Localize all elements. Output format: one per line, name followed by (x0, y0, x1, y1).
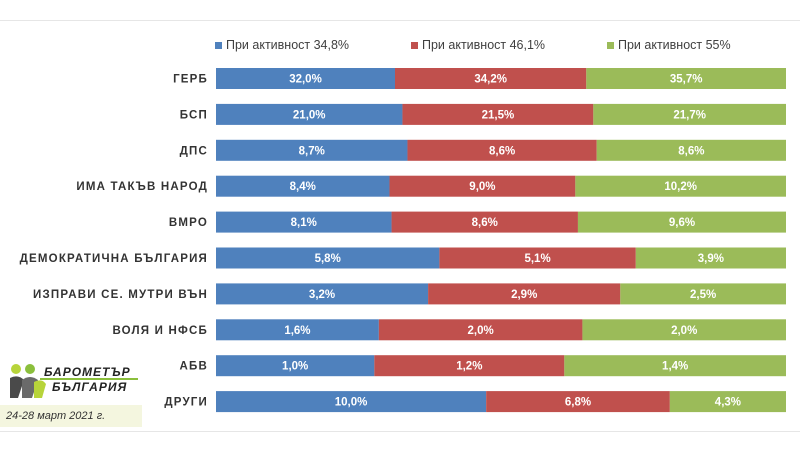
legend-label: При активност 55% (618, 38, 731, 52)
category-label: ДЕМОКРАТИЧНА БЪЛГАРИЯ (20, 253, 208, 265)
bar-segment-series-2 (439, 247, 636, 269)
bar-segment-series-1 (216, 139, 408, 161)
data-label: 2,9% (511, 289, 537, 301)
bar-segment-series-1 (216, 355, 375, 377)
data-label: 9,0% (469, 181, 495, 193)
data-label: 32,0% (289, 74, 322, 86)
data-label: 2,0% (671, 325, 697, 337)
bar-segment-series-3 (586, 68, 786, 89)
bar-segment-series-1 (216, 175, 390, 197)
category-label: ГЕРБ (173, 74, 208, 86)
logo-line-1: БАРОМЕТЪР (44, 365, 131, 379)
data-label: 3,2% (309, 289, 335, 301)
category-label: АБВ (180, 361, 208, 373)
bar-segment-series-1 (216, 319, 379, 341)
legend-label: При активност 46,1% (422, 38, 546, 52)
bar-segment-series-2 (374, 355, 565, 377)
legend-swatch (215, 41, 222, 49)
data-label: 10,2% (664, 181, 697, 193)
bar-segment-series-3 (635, 247, 786, 269)
data-label: 4,3% (715, 397, 741, 409)
data-label: 2,0% (468, 325, 494, 337)
bar-segment-series-3 (620, 283, 786, 305)
bar-segment-series-3 (582, 319, 786, 341)
category-label: ДПС (180, 145, 208, 157)
data-label: 34,2% (474, 74, 507, 86)
data-label: 21,0% (293, 109, 326, 121)
survey-date: 24-28 март 2021 г. (0, 405, 142, 427)
category-label: ВОЛЯ И НФСБ (112, 325, 208, 337)
barometer-logo-icon (10, 364, 46, 398)
data-label: 5,1% (524, 253, 550, 265)
legend-item-series-1: При активност 34,8% (215, 38, 349, 52)
bar-segment-series-3 (575, 175, 786, 197)
bar-segment-series-1 (216, 391, 487, 413)
bar-segment-series-1 (216, 247, 440, 269)
data-label: 8,6% (678, 145, 704, 157)
bar-segment-series-2 (378, 319, 583, 341)
bottom-divider (0, 431, 800, 432)
legend-label: При активност 34,8% (226, 38, 350, 52)
logo-line-2: БЪЛГАРИЯ (52, 380, 128, 394)
data-label: 1,0% (282, 361, 308, 373)
data-label: 8,1% (291, 217, 317, 229)
bar-segment-series-2 (394, 68, 587, 89)
bar-segment-series-1 (216, 68, 395, 89)
bar-segment-series-2 (486, 391, 670, 413)
bar-segment-series-2 (428, 283, 621, 305)
data-label: 8,4% (290, 181, 316, 193)
bar-segment-series-1 (216, 211, 392, 233)
legend-swatch (607, 41, 614, 49)
data-label: 1,4% (662, 361, 688, 373)
legend-swatch (411, 41, 418, 49)
data-label: 1,2% (456, 361, 482, 373)
data-label: 5,8% (315, 253, 341, 265)
bar-segment-series-2 (407, 139, 597, 161)
bar-segment-series-3 (669, 391, 786, 413)
data-label: 9,6% (669, 217, 695, 229)
category-label: ДРУГИ (164, 397, 208, 409)
data-label: 2,5% (690, 289, 716, 301)
bar-segment-series-3 (596, 139, 786, 161)
legend-item-series-3: При активност 55% (607, 38, 731, 52)
data-label: 21,5% (482, 109, 515, 121)
data-label: 3,9% (698, 253, 724, 265)
logo-divider (40, 378, 138, 380)
bar-segment-series-2 (391, 211, 578, 233)
legend-item-series-2: При активност 46,1% (411, 38, 545, 52)
bar-segment-series-3 (593, 103, 786, 125)
data-label: 35,7% (670, 74, 703, 86)
category-label: ВМРО (169, 217, 208, 229)
data-label: 10,0% (335, 397, 368, 409)
category-label: ИМА ТАКЪВ НАРОД (76, 181, 208, 193)
bar-segment-series-2 (402, 103, 594, 125)
bar-segment-series-1 (216, 103, 403, 125)
data-label: 8,6% (472, 217, 498, 229)
bar-segment-series-1 (216, 283, 429, 305)
category-label: БСП (180, 109, 208, 121)
category-label: ИЗПРАВИ СЕ. МУТРИ ВЪН (33, 289, 208, 301)
top-divider (0, 20, 800, 21)
data-label: 8,7% (299, 145, 325, 157)
bar-segment-series-2 (389, 175, 576, 197)
data-label: 21,7% (673, 109, 706, 121)
bar-segment-series-3 (564, 355, 786, 377)
data-label: 6,8% (565, 397, 591, 409)
data-label: 1,6% (284, 325, 310, 337)
bar-segment-series-3 (577, 211, 786, 233)
data-label: 8,6% (489, 145, 515, 157)
